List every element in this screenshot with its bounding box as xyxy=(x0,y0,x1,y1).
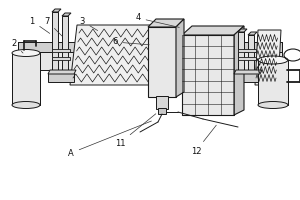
Bar xyxy=(238,32,244,72)
Polygon shape xyxy=(18,52,282,70)
Text: 3: 3 xyxy=(79,17,98,31)
Ellipse shape xyxy=(258,102,288,108)
Bar xyxy=(248,35,254,72)
Text: 4: 4 xyxy=(135,14,179,27)
Polygon shape xyxy=(70,25,162,85)
Bar xyxy=(52,49,70,52)
Ellipse shape xyxy=(12,49,40,56)
Text: 7: 7 xyxy=(44,17,62,36)
Polygon shape xyxy=(238,29,247,32)
Bar xyxy=(182,35,234,115)
Text: 2: 2 xyxy=(11,40,23,53)
Polygon shape xyxy=(48,70,76,74)
Text: 1: 1 xyxy=(29,17,50,33)
Bar xyxy=(158,108,166,114)
Polygon shape xyxy=(148,19,184,27)
Polygon shape xyxy=(52,9,61,12)
Bar xyxy=(156,96,168,109)
Bar xyxy=(48,73,74,82)
Text: 11: 11 xyxy=(115,114,156,148)
Bar xyxy=(234,73,260,82)
Polygon shape xyxy=(234,70,262,74)
Bar xyxy=(52,12,58,72)
Text: 12: 12 xyxy=(191,125,216,156)
Text: 6: 6 xyxy=(112,38,149,46)
Polygon shape xyxy=(248,32,257,35)
Ellipse shape xyxy=(258,56,288,64)
Polygon shape xyxy=(182,26,244,35)
Bar xyxy=(62,16,68,72)
Bar xyxy=(238,57,256,60)
Bar xyxy=(12,53,40,105)
Polygon shape xyxy=(18,42,282,52)
Polygon shape xyxy=(62,13,71,16)
Ellipse shape xyxy=(12,102,40,108)
Polygon shape xyxy=(234,26,244,115)
Bar xyxy=(148,27,176,97)
Bar xyxy=(258,60,288,105)
Text: A: A xyxy=(68,121,152,158)
Bar xyxy=(52,57,70,60)
Polygon shape xyxy=(255,30,281,85)
Bar xyxy=(238,49,256,52)
Polygon shape xyxy=(176,19,184,97)
